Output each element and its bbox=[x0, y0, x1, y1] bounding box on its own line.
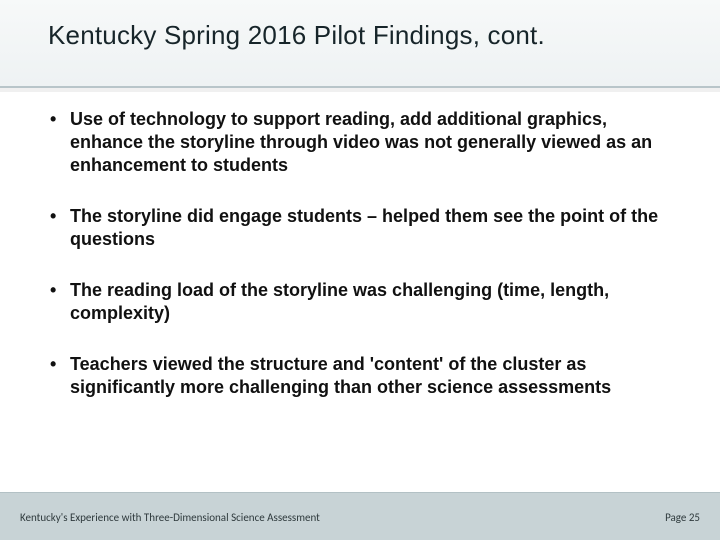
list-item: The storyline did engage students – help… bbox=[48, 205, 672, 251]
header-region: Kentucky Spring 2016 Pilot Findings, con… bbox=[0, 0, 720, 88]
footer-left-text: Kentucky's Experience with Three-Dimensi… bbox=[20, 511, 320, 524]
page-number: Page 25 bbox=[665, 511, 700, 524]
content-region: Use of technology to support reading, ad… bbox=[48, 108, 672, 427]
list-item: Use of technology to support reading, ad… bbox=[48, 108, 672, 177]
slide: Kentucky Spring 2016 Pilot Findings, con… bbox=[0, 0, 720, 540]
bullet-list: Use of technology to support reading, ad… bbox=[48, 108, 672, 399]
page-title: Kentucky Spring 2016 Pilot Findings, con… bbox=[48, 20, 680, 51]
list-item: Teachers viewed the structure and 'conte… bbox=[48, 353, 672, 399]
list-item: The reading load of the storyline was ch… bbox=[48, 279, 672, 325]
footer-bar: Kentucky's Experience with Three-Dimensi… bbox=[0, 492, 720, 540]
